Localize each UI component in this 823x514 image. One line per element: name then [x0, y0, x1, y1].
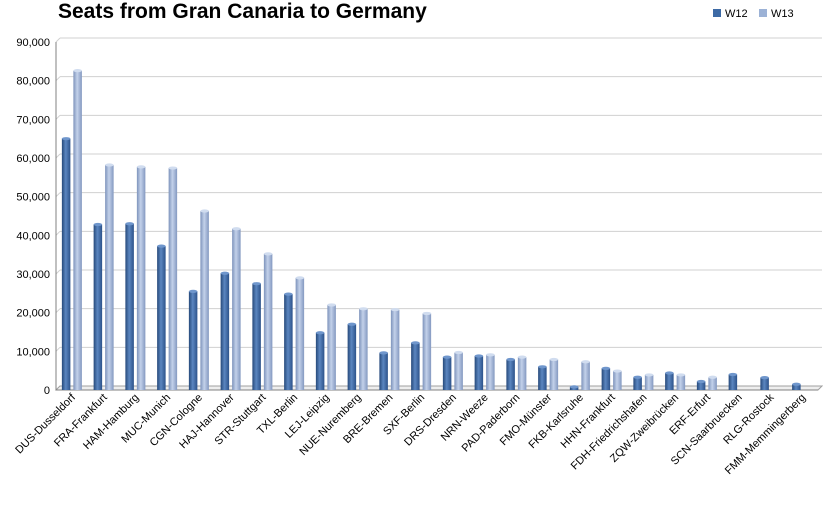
y-axis-ticks: 0 10,000 20,000 30,000 40,000 50,000 60,000 70,… [16, 37, 50, 397]
y-tick-label: 10,000 [16, 346, 50, 358]
y-tick-label: 80,000 [16, 76, 50, 88]
bars [61, 69, 801, 390]
bar-w12 [157, 244, 166, 390]
gridline-diag [55, 37, 61, 43]
legend: W12 W13 [713, 8, 794, 20]
bar-w12 [442, 355, 452, 390]
bar-w13 [581, 360, 590, 390]
y-tick-label: 30,000 [16, 269, 50, 281]
bar-w12 [474, 354, 484, 390]
gridline-diag [55, 230, 61, 236]
gridline-diag [55, 308, 61, 314]
bar-w12 [601, 366, 611, 390]
y-tick-label: 0 [44, 385, 50, 397]
axes [54, 42, 823, 391]
bar-w13 [232, 227, 241, 390]
bar-w12 [284, 292, 293, 390]
bar-w13 [263, 252, 273, 390]
y-tick-label: 70,000 [16, 114, 50, 126]
bar-w13 [454, 350, 463, 390]
bar-w13 [168, 166, 178, 390]
bar-w12 [792, 382, 801, 390]
bar-w12 [696, 379, 706, 390]
y-tick-label: 50,000 [16, 192, 50, 204]
legend-label-w13: W13 [771, 8, 794, 20]
bar-w12 [411, 341, 420, 390]
bar-w12 [506, 357, 515, 390]
gridline-diag [55, 269, 61, 275]
bar-w12 [665, 371, 674, 390]
bar-w13 [517, 355, 527, 390]
bar-w13 [73, 69, 82, 390]
x-category-label: HAJ-Hannover [177, 391, 237, 451]
bar-w12 [633, 375, 642, 390]
gridline-diag [55, 346, 61, 352]
bar-w13 [359, 307, 368, 390]
gridline-diag [55, 192, 61, 198]
x-category-label: HAM-Hamburg [81, 392, 141, 452]
x-axis-categories: DUS-DusseldorfFRA-FrankfurtHAM-HamburgMU… [13, 391, 808, 477]
gridline-diag [55, 114, 61, 120]
bar-w12 [379, 351, 388, 390]
bar-w13 [200, 209, 209, 390]
gridline-diag [55, 153, 61, 159]
bar-w12 [315, 331, 325, 390]
bar-w12 [347, 322, 357, 390]
bar-w13 [327, 303, 336, 390]
bar-w12 [728, 372, 738, 390]
bar-w13 [105, 163, 114, 390]
bar-w12 [569, 385, 579, 390]
y-tick-label: 20,000 [16, 308, 50, 320]
bar-w13 [549, 357, 559, 390]
bar-w13 [136, 165, 146, 390]
legend-swatch-w13 [759, 9, 767, 17]
x-category-label: FKB-Karlsruhe [526, 392, 585, 451]
y-tick-label: 60,000 [16, 153, 50, 165]
bar-w12 [125, 222, 134, 390]
bar-w12 [252, 282, 261, 390]
legend-swatch-w12 [713, 9, 721, 17]
bar-w13 [390, 307, 400, 390]
chart-title: Seats from Gran Canaria to Germany [58, 0, 427, 23]
bar-w12 [538, 365, 547, 390]
bar-w13 [676, 373, 686, 390]
bar-w13 [613, 369, 622, 390]
bar-w12 [220, 271, 230, 390]
gridline-diag [55, 76, 61, 82]
bar-w12 [61, 137, 71, 390]
bar-w13 [422, 311, 432, 390]
bar-w13 [295, 276, 305, 390]
y-tick-label: 40,000 [16, 230, 50, 242]
legend-label-w12: W12 [725, 8, 748, 20]
y-tick-label: 90,000 [16, 37, 50, 49]
bar-w13 [644, 373, 654, 390]
bar-w12 [93, 222, 103, 390]
bar-w13 [708, 375, 717, 390]
bar-w13 [486, 353, 495, 390]
bar-w12 [760, 376, 769, 390]
bar-w12 [188, 289, 198, 390]
